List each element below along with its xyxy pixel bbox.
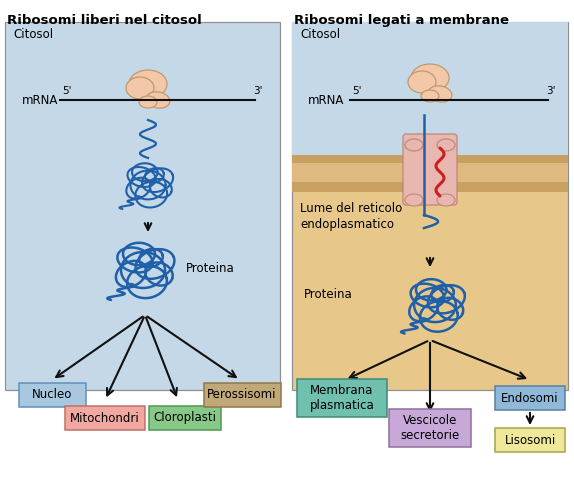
- Text: Lisosomi: Lisosomi: [505, 433, 556, 447]
- FancyBboxPatch shape: [297, 379, 387, 417]
- Bar: [5, 22, 280, 390]
- Ellipse shape: [405, 194, 423, 206]
- Text: Proteina: Proteina: [304, 288, 353, 301]
- Text: Vescicole
secretorie: Vescicole secretorie: [401, 414, 460, 442]
- Text: Nucleo: Nucleo: [32, 388, 72, 401]
- Ellipse shape: [146, 92, 170, 108]
- FancyBboxPatch shape: [65, 406, 145, 430]
- Text: mRNA: mRNA: [22, 94, 59, 107]
- Ellipse shape: [437, 194, 455, 206]
- Text: Citosol: Citosol: [300, 28, 340, 41]
- Ellipse shape: [129, 70, 167, 98]
- Text: Citosol: Citosol: [13, 28, 53, 41]
- Ellipse shape: [139, 96, 157, 108]
- Ellipse shape: [428, 86, 452, 102]
- Text: Membrana
plasmatica: Membrana plasmatica: [309, 384, 374, 412]
- Ellipse shape: [421, 90, 439, 102]
- FancyBboxPatch shape: [495, 386, 565, 410]
- Text: Cloroplasti: Cloroplasti: [153, 411, 216, 424]
- FancyBboxPatch shape: [204, 383, 281, 407]
- Text: Ribosomi liberi nel citosol: Ribosomi liberi nel citosol: [7, 14, 201, 27]
- Bar: [292, 22, 568, 155]
- Ellipse shape: [411, 64, 449, 92]
- Text: Mitochondri: Mitochondri: [70, 411, 140, 424]
- Ellipse shape: [405, 139, 423, 151]
- FancyBboxPatch shape: [149, 406, 221, 430]
- FancyBboxPatch shape: [495, 428, 565, 452]
- Bar: [292, 163, 568, 182]
- Text: Endosomi: Endosomi: [501, 391, 559, 404]
- Ellipse shape: [408, 71, 436, 93]
- Ellipse shape: [437, 139, 455, 151]
- Ellipse shape: [126, 77, 154, 99]
- Text: Proteina: Proteina: [186, 261, 235, 274]
- Bar: [292, 155, 568, 163]
- Bar: [292, 182, 568, 192]
- Text: 5': 5': [62, 86, 72, 96]
- FancyBboxPatch shape: [389, 409, 471, 447]
- Text: Lume del reticolo
endoplasmatico: Lume del reticolo endoplasmatico: [300, 202, 402, 231]
- Text: mRNA: mRNA: [308, 94, 344, 107]
- Text: 3': 3': [546, 86, 556, 96]
- Bar: [292, 22, 568, 390]
- Text: 3': 3': [253, 86, 262, 96]
- Text: Perossisomi: Perossisomi: [207, 388, 277, 401]
- Text: 5': 5': [352, 86, 362, 96]
- FancyBboxPatch shape: [18, 383, 86, 407]
- Text: Ribosomi legati a membrane: Ribosomi legati a membrane: [294, 14, 509, 27]
- FancyBboxPatch shape: [403, 134, 457, 205]
